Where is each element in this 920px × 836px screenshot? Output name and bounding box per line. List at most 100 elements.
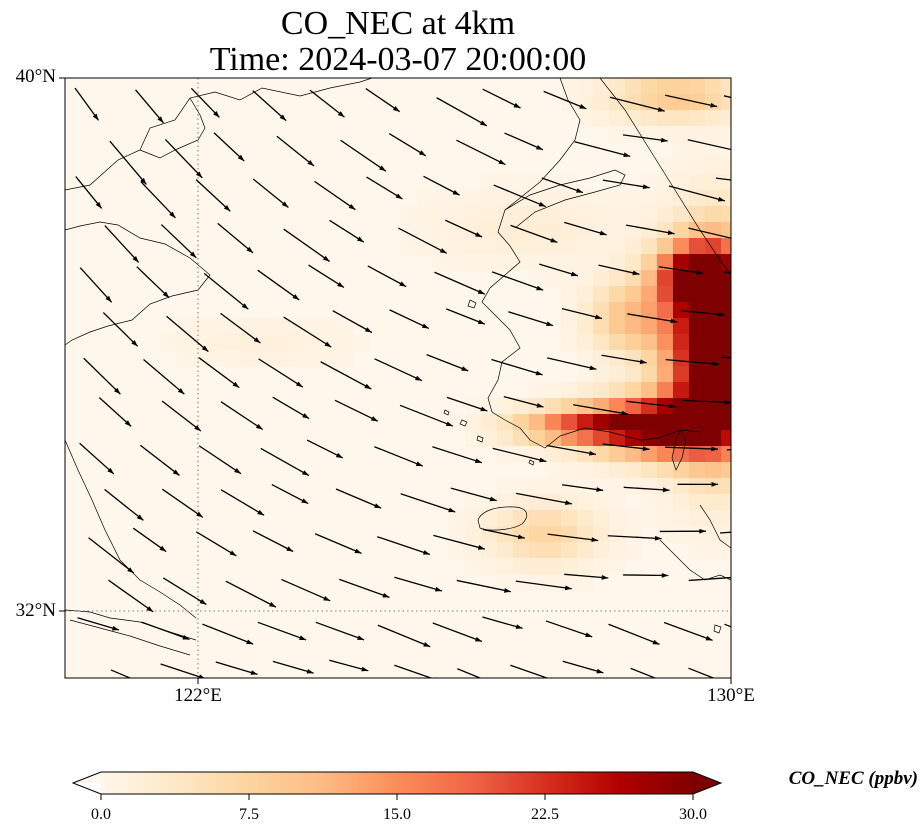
wind-arrow — [602, 179, 650, 190]
field-cell — [721, 222, 731, 239]
colorbar-extend-low — [73, 772, 101, 794]
field-cell — [593, 462, 610, 479]
wind-arrow — [545, 620, 593, 638]
field-cell — [529, 174, 546, 191]
field-cell — [609, 414, 626, 431]
wind-arrow — [432, 446, 483, 464]
field-cell — [193, 334, 210, 351]
field-cell — [689, 398, 706, 415]
field-cell — [481, 526, 498, 543]
field-cell — [545, 446, 562, 463]
wind-arrow — [75, 176, 103, 209]
field-cell — [449, 414, 466, 431]
field-cell — [705, 430, 722, 447]
field-cell — [577, 510, 594, 527]
wind-arrow — [79, 442, 115, 475]
field-cell — [593, 222, 610, 239]
field-cell — [577, 78, 594, 95]
wind-arrow — [399, 404, 454, 427]
field-cell — [593, 558, 610, 575]
field-cell — [577, 430, 594, 447]
wind-arrow — [456, 579, 511, 593]
field-cell — [625, 78, 642, 95]
field-cell — [721, 158, 731, 175]
field-cell — [673, 270, 690, 287]
field-cell — [625, 350, 642, 367]
field-cell — [481, 398, 498, 415]
wind-arrow — [627, 313, 678, 324]
field-cell — [705, 462, 722, 479]
field-cell — [497, 414, 514, 431]
field-cell — [673, 110, 690, 127]
wind-arrow — [202, 623, 254, 645]
field-cell — [625, 398, 642, 415]
field-cell — [177, 350, 194, 367]
field-cell — [689, 286, 706, 303]
field-cell — [545, 270, 562, 287]
field-cell — [641, 286, 658, 303]
colorbar-label: CO_NEC (ppbv) — [788, 768, 918, 789]
field-cell — [689, 318, 706, 335]
wind-arrow — [598, 264, 640, 276]
wind-arrow — [198, 357, 240, 389]
wind-arrow — [281, 578, 331, 602]
field-cell — [625, 478, 642, 495]
field-cell — [529, 526, 546, 543]
wind-arrow — [374, 358, 423, 382]
field-cell — [497, 238, 514, 255]
field-cell — [705, 382, 722, 399]
wind-arrow — [203, 272, 249, 310]
field-cell — [401, 238, 418, 255]
wind-arrow — [491, 271, 544, 291]
field-cell — [641, 510, 658, 527]
field-cell — [545, 222, 562, 239]
wind-arrow — [252, 90, 287, 122]
field-cell — [513, 526, 530, 543]
field-cell — [465, 430, 482, 447]
wind-arrow — [308, 264, 345, 289]
field-cell — [625, 238, 642, 255]
field-cell — [577, 206, 594, 223]
field-cell — [609, 382, 626, 399]
field-cell — [593, 190, 610, 207]
wind-arrow — [334, 399, 379, 422]
field-cell — [609, 126, 626, 143]
wind-arrow — [680, 310, 726, 317]
field-cell — [561, 398, 578, 415]
field-cell — [209, 350, 226, 367]
islands-west-korea — [443, 299, 722, 634]
axis-ticks — [59, 77, 732, 684]
coastlines — [65, 78, 731, 656]
field-cell — [401, 206, 418, 223]
field-cell — [465, 542, 482, 559]
wind-arrow — [320, 361, 372, 390]
wind-arrow — [74, 87, 100, 121]
field-cell — [721, 190, 731, 207]
field-cell — [545, 206, 562, 223]
field-cell — [657, 446, 674, 463]
field-cell — [561, 254, 578, 271]
field-cell — [705, 238, 722, 255]
wind-arrow — [160, 663, 206, 678]
field-cell — [657, 494, 674, 511]
field-cell — [321, 334, 338, 351]
field-cell — [673, 142, 690, 159]
field-cell — [625, 366, 642, 383]
colorbar-tick-1: 7.5 — [239, 806, 259, 823]
field-cell — [577, 318, 594, 335]
wind-arrow — [190, 87, 220, 118]
field-cell — [673, 126, 690, 143]
wind-arrow — [213, 132, 245, 162]
wind-arrow — [626, 224, 675, 235]
wind-arrow — [607, 535, 662, 541]
wind-arrow — [688, 667, 716, 678]
field-cell — [593, 110, 610, 127]
field-cell — [433, 222, 450, 239]
field-cell — [705, 174, 722, 191]
wind-arrow — [388, 133, 427, 157]
coastline-china-north — [65, 78, 373, 191]
field-cell — [273, 350, 290, 367]
wind-arrow — [658, 266, 704, 275]
field-cell — [481, 542, 498, 559]
